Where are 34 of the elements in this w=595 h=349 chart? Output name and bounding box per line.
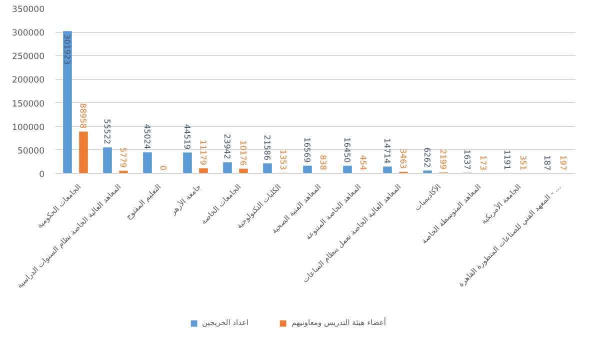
y-tick-label: 150000 [12, 99, 45, 110]
y-tick-label: 100000 [12, 122, 45, 133]
data-label: 838 [318, 154, 328, 170]
data-label: 301923 [62, 34, 72, 65]
data-label: 197 [558, 155, 568, 170]
data-label: 16450 [342, 137, 352, 163]
data-label: 1637 [462, 149, 472, 170]
y-tick-label: 300000 [12, 28, 45, 39]
data-label: 1191 [502, 150, 512, 170]
data-label: 351 [518, 155, 528, 170]
y-tick-label: 50000 [17, 146, 45, 156]
data-label: 23942 [222, 134, 232, 160]
data-label: 5779 [118, 147, 128, 168]
data-label: 21586 [262, 134, 272, 160]
data-label: 45024 [142, 124, 152, 150]
y-tick-label: 0 [39, 170, 45, 180]
data-label: 3463 [398, 148, 408, 169]
y-tick-label: 350000 [12, 5, 45, 15]
data-label: 2199 [438, 149, 448, 170]
data-label: 44519 [182, 124, 192, 150]
data-label: 55522 [102, 118, 112, 144]
data-label: 16569 [302, 137, 312, 163]
data-label: 187 [542, 155, 552, 170]
data-label: 14714 [382, 138, 392, 164]
data-label: 10176 [238, 140, 248, 166]
data-label: 88958 [78, 103, 88, 129]
data-label: 1353 [278, 150, 288, 170]
data-label: 173 [478, 155, 488, 170]
data-label: 6262 [422, 147, 432, 168]
data-label: 454 [358, 155, 368, 170]
y-tick-label: 200000 [12, 76, 45, 86]
data-label: 0 [158, 165, 168, 171]
data-label: 11179 [198, 140, 208, 166]
y-tick-label: 250000 [12, 52, 45, 62]
